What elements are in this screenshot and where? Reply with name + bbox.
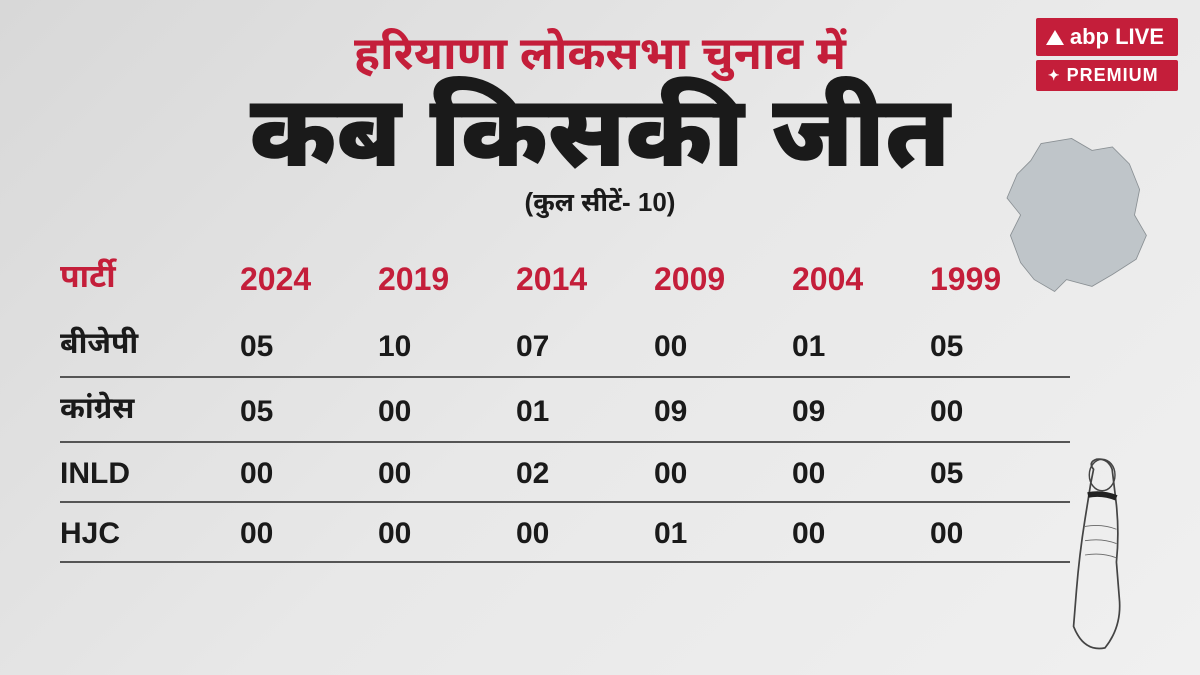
- cell: 00: [378, 395, 516, 429]
- inked-finger-icon: [1030, 455, 1180, 655]
- cell: 00: [516, 517, 654, 551]
- abp-live-text: abp LIVE: [1070, 24, 1164, 50]
- cell: 01: [792, 330, 930, 364]
- party-name: INLD: [60, 457, 240, 491]
- cell: 00: [240, 517, 378, 551]
- cell: 00: [378, 457, 516, 491]
- party-name: बीजेपी: [60, 327, 240, 366]
- table-row: HJC 00 00 00 01 00 00: [60, 503, 1070, 563]
- cell: 00: [240, 457, 378, 491]
- cell: 00: [792, 457, 930, 491]
- cell: 02: [516, 457, 654, 491]
- cell: 09: [792, 395, 930, 429]
- table-row: INLD 00 00 02 00 00 05: [60, 443, 1070, 503]
- abp-triangle-icon: [1046, 30, 1064, 45]
- cell: 00: [792, 517, 930, 551]
- seats-note: (कुल सीटें- 10): [60, 187, 1140, 222]
- brand-logo-block: abp LIVE ✦ PREMIUM: [1036, 18, 1178, 91]
- cell: 01: [654, 517, 792, 551]
- premium-text: PREMIUM: [1067, 65, 1159, 86]
- col-2024: 2024: [240, 261, 378, 298]
- col-2009: 2009: [654, 261, 792, 298]
- col-2019: 2019: [378, 261, 516, 298]
- table-row: कांग्रेस 05 00 01 09 09 00: [60, 378, 1070, 443]
- premium-star-icon: ✦: [1048, 67, 1061, 84]
- abp-live-badge: abp LIVE: [1036, 18, 1178, 56]
- results-table: पार्टी 2024 2019 2014 2009 2004 1999 बीज…: [60, 258, 1070, 563]
- cell: 00: [930, 395, 1068, 429]
- table-header-row: पार्टी 2024 2019 2014 2009 2004 1999: [60, 258, 1070, 301]
- cell: 05: [930, 330, 1068, 364]
- main-title: कब किसकी जीत: [60, 80, 1140, 185]
- haryana-map-icon: [990, 130, 1160, 300]
- col-2004: 2004: [792, 261, 930, 298]
- table-row: बीजेपी 05 10 07 00 01 05: [60, 313, 1070, 378]
- cell: 10: [378, 330, 516, 364]
- col-party: पार्टी: [60, 258, 240, 301]
- party-name: HJC: [60, 517, 240, 551]
- party-name: कांग्रेस: [60, 392, 240, 431]
- col-2014: 2014: [516, 261, 654, 298]
- cell: 00: [378, 517, 516, 551]
- cell: 01: [516, 395, 654, 429]
- cell: 00: [654, 457, 792, 491]
- cell: 00: [654, 330, 792, 364]
- cell: 05: [240, 330, 378, 364]
- premium-badge: ✦ PREMIUM: [1036, 60, 1178, 91]
- cell: 05: [240, 395, 378, 429]
- cell: 07: [516, 330, 654, 364]
- infographic-container: abp LIVE ✦ PREMIUM हरियाणा लोकसभा चुनाव …: [0, 0, 1200, 675]
- cell: 09: [654, 395, 792, 429]
